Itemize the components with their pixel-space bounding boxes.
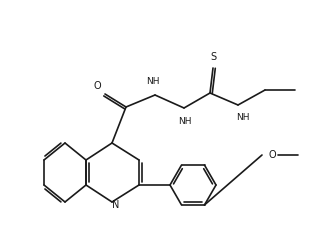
Text: NH: NH [178, 118, 192, 126]
Text: O: O [93, 81, 101, 91]
Text: NH: NH [236, 114, 250, 122]
Text: NH: NH [146, 78, 160, 86]
Text: S: S [210, 52, 216, 62]
Text: N: N [112, 200, 120, 210]
Text: O: O [268, 150, 276, 160]
